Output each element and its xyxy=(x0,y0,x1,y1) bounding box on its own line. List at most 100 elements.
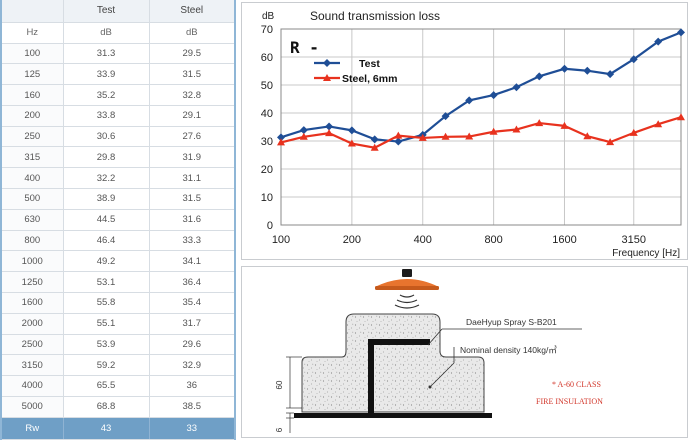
steel-value-cell: 32.8 xyxy=(149,84,235,106)
x-tick-label: 200 xyxy=(343,234,361,246)
test-value-cell: 65.5 xyxy=(63,375,150,397)
table-row: 1250 53.1 36.4 xyxy=(1,271,235,293)
frequency-cell: 125 xyxy=(1,63,64,86)
table-row: 1600 55.8 35.4 xyxy=(1,292,235,314)
frequency-cell: 315 xyxy=(1,146,64,169)
chart-panel: 0 10 20 30 40 50 60 70 100 200 400 800 1600 3150 dB … xyxy=(241,2,688,260)
steel-value-cell: 31.6 xyxy=(149,209,235,231)
data-point-test xyxy=(441,112,450,121)
steel-value-cell: 31.1 xyxy=(149,167,235,190)
data-point-test xyxy=(583,66,592,75)
table-row: 1000 49.2 34.1 xyxy=(1,250,235,273)
series-line-steel xyxy=(280,116,682,149)
data-point-steel xyxy=(277,138,285,146)
data-point-steel xyxy=(489,127,498,135)
data-point-steel xyxy=(560,121,569,129)
series-line-test xyxy=(280,31,682,143)
test-value-cell: 38.9 xyxy=(63,188,150,210)
x-tick-labels: 100 200 400 800 1600 3150 xyxy=(272,234,646,246)
frequency-cell: 500 xyxy=(1,188,64,210)
header-cell-steel: Steel xyxy=(149,0,235,23)
frequency-cell: 1250 xyxy=(1,271,64,293)
frequency-cell: 4000 xyxy=(1,375,64,397)
table-body: Test Steel Hz dB dB 100 31.3 29.5 125 33.9 31… xyxy=(1,0,236,440)
data-point-test xyxy=(677,28,685,37)
frequency-cell: 160 xyxy=(1,84,64,106)
class-label: * A-60 CLASS xyxy=(552,380,601,389)
data-point-steel xyxy=(394,131,403,139)
steel-value-cell: 36.4 xyxy=(149,271,235,293)
leader-lines xyxy=(427,328,582,388)
frequency-cell: 1000 xyxy=(1,250,64,273)
data-point-test xyxy=(277,133,285,142)
y-tick-label: 20 xyxy=(261,164,273,176)
table-row: 500 38.9 31.5 xyxy=(1,188,235,210)
legend-label-steel: Steel, 6mm xyxy=(342,73,397,85)
legend-marker-test xyxy=(323,59,331,67)
x-tick-label: 100 xyxy=(272,234,290,246)
x-tick-label: 3150 xyxy=(622,234,646,246)
table-row: 5000 68.8 38.5 xyxy=(1,396,235,418)
unit-cell-hz: Hz xyxy=(1,22,64,44)
y-tick-label: 0 xyxy=(267,220,273,232)
test-value-cell: 29.8 xyxy=(63,146,150,169)
data-point-steel xyxy=(512,125,521,133)
steel-value-cell: 33.3 xyxy=(149,230,235,252)
steel-value-cell: 34.1 xyxy=(149,250,235,273)
test-value-cell: 31.3 xyxy=(63,43,150,65)
data-point-test xyxy=(606,70,615,79)
data-point-steel xyxy=(654,120,663,128)
dimension-lines xyxy=(286,356,302,433)
spray-nozzle-icon xyxy=(375,269,439,309)
data-point-test xyxy=(347,126,356,135)
steel-value-cell: 29.5 xyxy=(149,43,235,65)
data-point-test xyxy=(535,72,544,81)
data-point-test xyxy=(512,83,521,92)
data-point-test xyxy=(370,135,379,144)
data-point-test xyxy=(560,64,569,73)
table-row: 4000 65.5 36 xyxy=(1,375,235,397)
test-value-cell: 30.6 xyxy=(63,126,150,148)
frequency-cell: 630 xyxy=(1,209,64,231)
table-row: 250 30.6 27.6 xyxy=(1,126,235,148)
data-point-steel xyxy=(629,128,638,136)
steel-value-cell: 31.5 xyxy=(149,188,235,210)
unit-cell-steel: dB xyxy=(149,22,235,44)
chart-grid xyxy=(280,28,681,226)
data-point-test xyxy=(654,37,663,46)
data-point-test xyxy=(629,55,638,64)
data-point-steel xyxy=(606,138,615,146)
y-tick-label: 40 xyxy=(261,108,273,120)
steel-value-cell: 36 xyxy=(149,375,235,397)
steel-value-cell: 32.9 xyxy=(149,354,235,377)
steel-value-cell: 35.4 xyxy=(149,292,235,314)
table-row: 315 29.8 31.9 xyxy=(1,146,235,169)
table-row: 125 33.9 31.5 xyxy=(1,63,235,86)
data-point-steel xyxy=(347,139,356,147)
frequency-cell: 2000 xyxy=(1,313,64,335)
frequency-cell: 400 xyxy=(1,167,64,190)
y-tick-label: 70 xyxy=(261,24,273,36)
test-value-cell: 32.2 xyxy=(63,167,150,190)
x-tick-label: 1600 xyxy=(552,234,576,246)
x-tick-label: 800 xyxy=(484,234,502,246)
rw-row: Rw 43 33 xyxy=(1,417,236,440)
frequency-cell: 5000 xyxy=(1,396,64,418)
test-value-cell: 33.9 xyxy=(63,63,150,86)
diagram-panel: DaeHyup Spray S-B201 Nominal density 140… xyxy=(241,266,688,438)
steel-value-cell: 31.9 xyxy=(149,146,235,169)
table-row: 630 44.5 31.6 xyxy=(1,209,235,231)
steel-value-cell: 33 xyxy=(149,417,236,440)
test-value-cell: 44.5 xyxy=(63,209,150,231)
table-row: 400 32.2 31.1 xyxy=(1,167,235,190)
chart-annotation: R - xyxy=(290,38,319,57)
y-tick-label: 30 xyxy=(261,136,273,148)
header-cell-freq xyxy=(1,0,64,23)
steel-value-cell: 38.5 xyxy=(149,396,235,418)
steel-stiffener xyxy=(368,339,430,415)
header-cell-test: Test xyxy=(63,0,150,23)
frequency-cell: 250 xyxy=(1,126,64,148)
spray-insulation-body xyxy=(301,313,485,413)
frequency-cell: 2500 xyxy=(1,334,64,356)
